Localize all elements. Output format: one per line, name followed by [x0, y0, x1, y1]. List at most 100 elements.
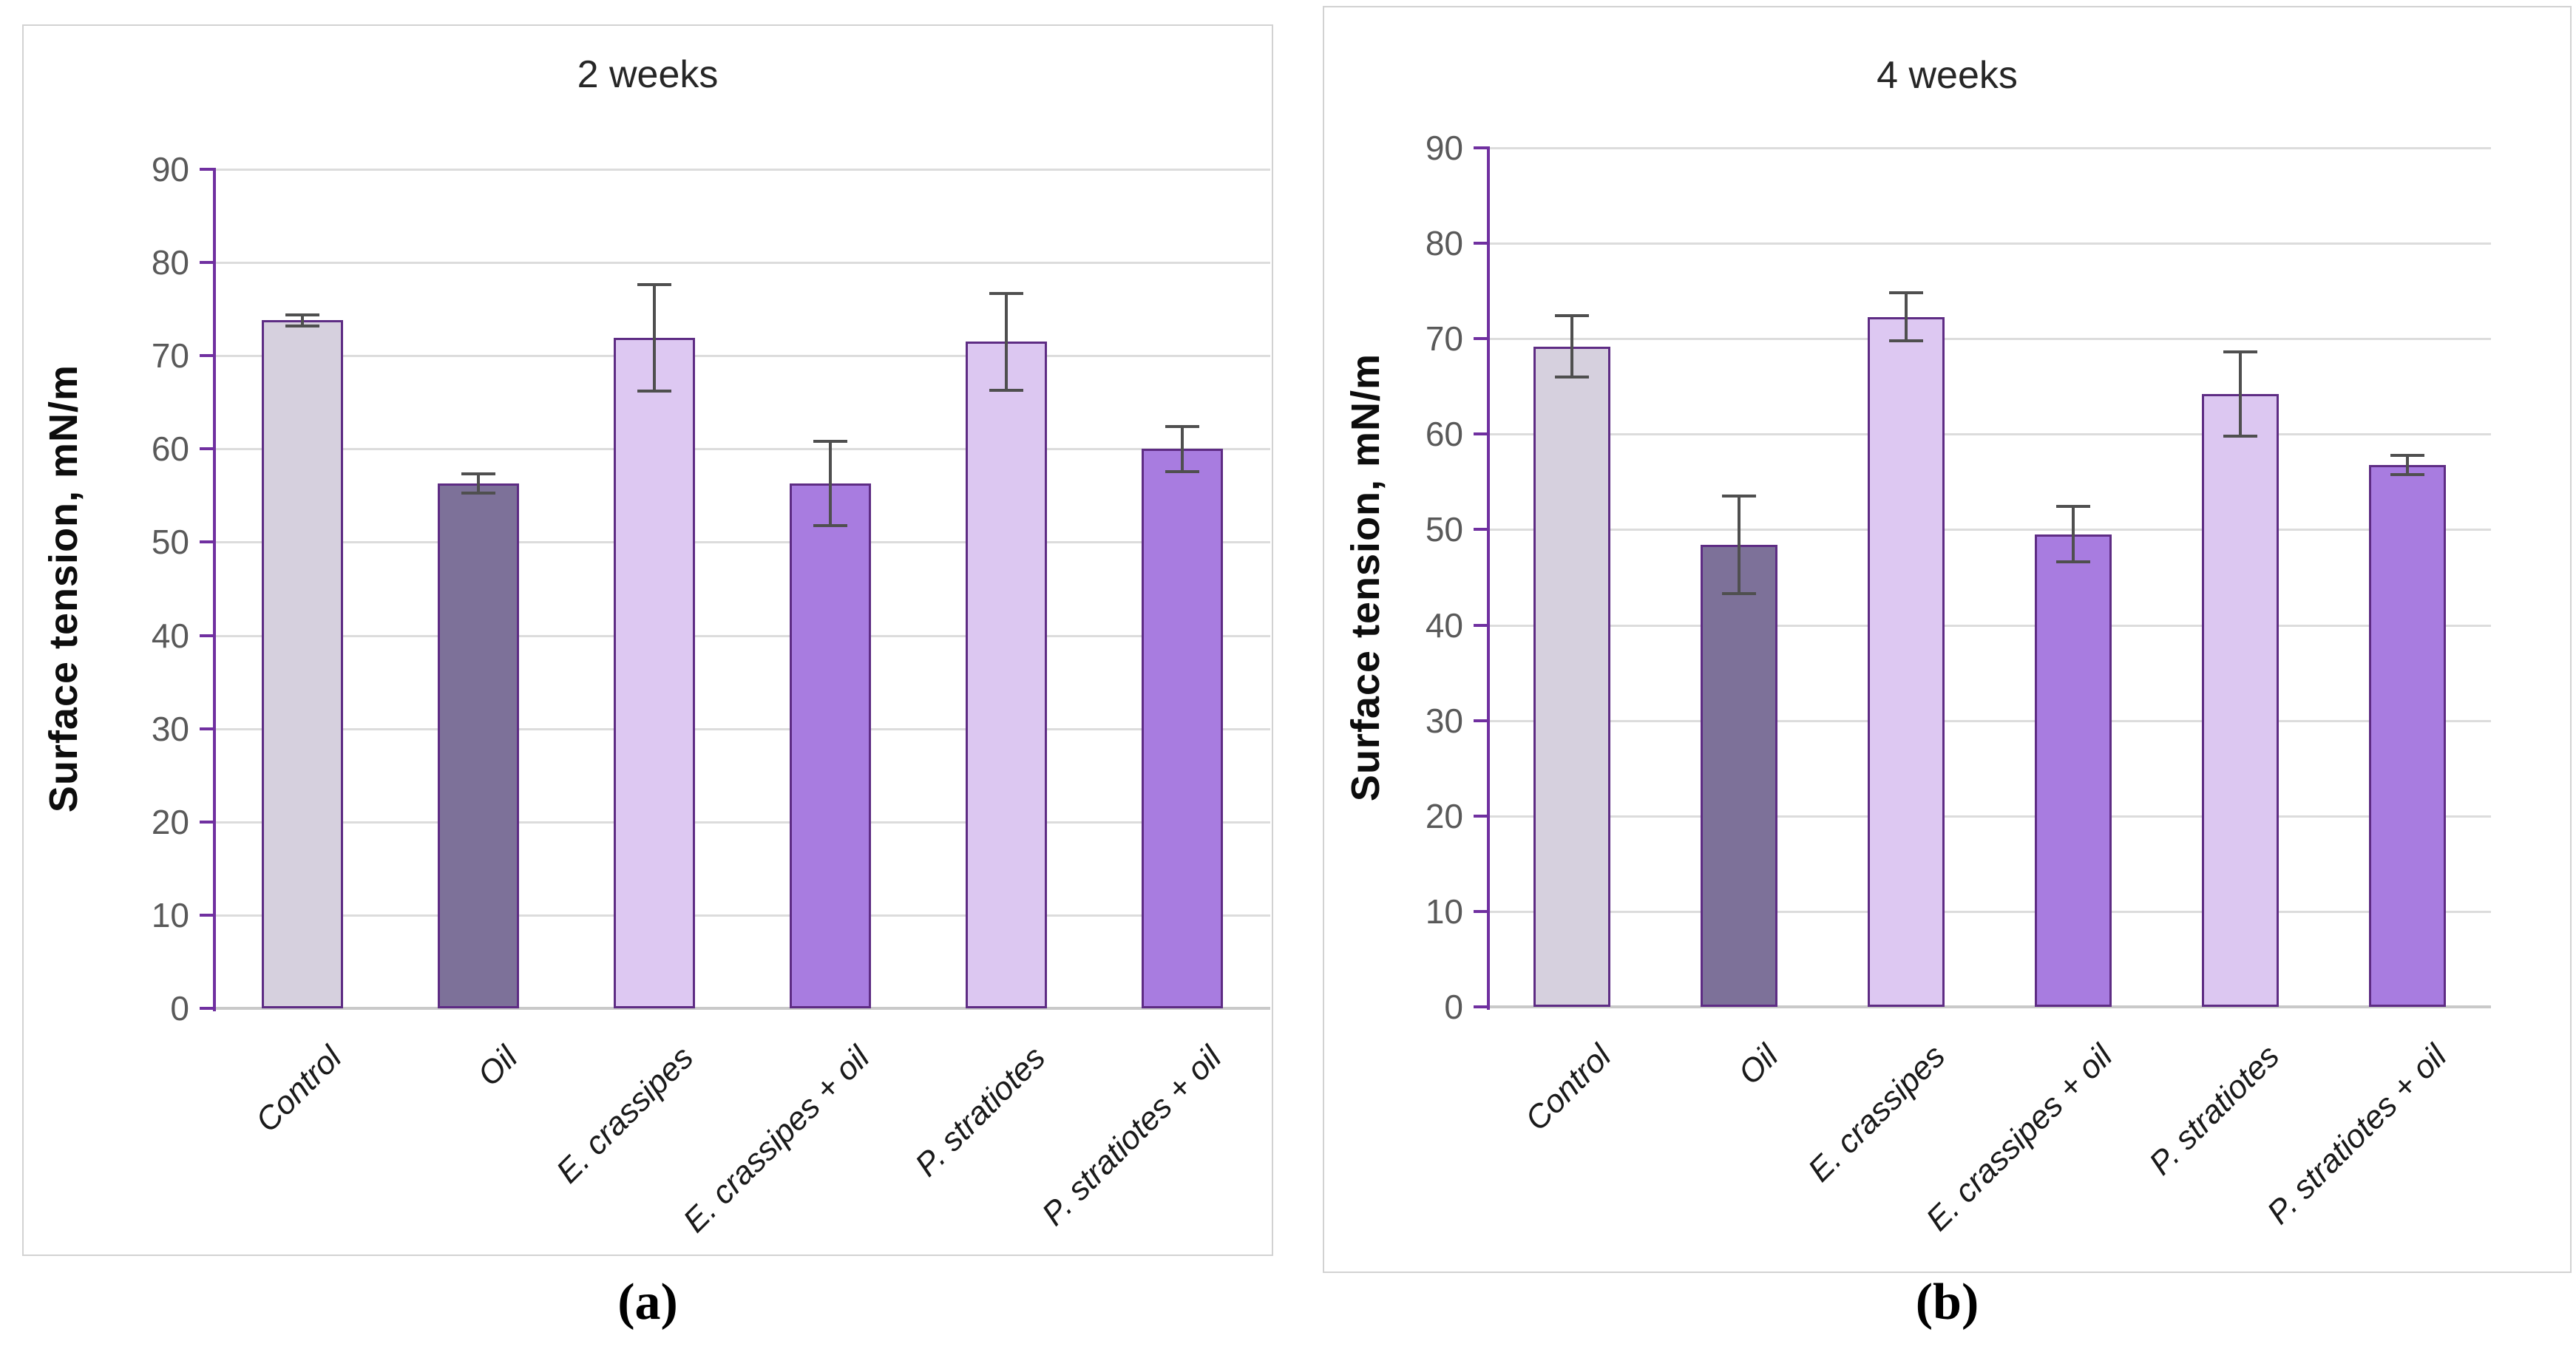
- bar-e-crassipes: [614, 338, 695, 1008]
- y-tick-label-60: 60: [1425, 415, 1463, 454]
- y-tick-mark-20: [200, 820, 214, 824]
- y-tick-label-10: 10: [1425, 892, 1463, 931]
- x-category-label-p-stratiotes: P. stratiotes: [2142, 1038, 2287, 1182]
- y-tick-mark-40: [200, 634, 214, 637]
- y-axis-line: [1487, 146, 1490, 1010]
- y-tick-label-60: 60: [151, 430, 189, 469]
- y-tick-label-30: 30: [1425, 701, 1463, 740]
- gridline-40: [214, 634, 1270, 637]
- y-tick-label-30: 30: [151, 709, 189, 748]
- error-bar-cap-bottom-p-stratiotes-oil: [2390, 472, 2424, 476]
- gridline-10: [214, 914, 1270, 917]
- panel-caption-a: (a): [617, 1274, 678, 1331]
- error-bar-e-crassipes-oil: [829, 441, 832, 526]
- bar-oil: [1701, 545, 1777, 1007]
- bar-e-crassipes-oil: [790, 483, 871, 1008]
- error-bar-cap-top-oil: [1722, 495, 1756, 498]
- x-category-label-e-crassipes-oil: E. crassipes + oil: [1919, 1038, 2120, 1238]
- gridline-50: [214, 541, 1270, 544]
- error-bar-cap-bottom-e-crassipes: [1889, 339, 1923, 342]
- y-tick-label-10: 10: [151, 895, 189, 934]
- gridline-90: [214, 169, 1270, 171]
- error-bar-cap-top-p-stratiotes: [989, 291, 1023, 295]
- y-tick-mark-40: [1474, 623, 1488, 627]
- y-tick-mark-10: [200, 913, 214, 917]
- error-bar-cap-bottom-p-stratiotes: [2223, 434, 2257, 438]
- y-tick-mark-60: [200, 447, 214, 451]
- y-tick-mark-0: [1474, 1005, 1488, 1008]
- error-bar-p-stratiotes: [1005, 293, 1008, 390]
- x-category-label-p-stratiotes-oil: P. stratiotes + oil: [2260, 1038, 2454, 1232]
- error-bar-cap-bottom-p-stratiotes-oil: [1165, 469, 1199, 473]
- error-bar-cap-top-p-stratiotes: [2223, 350, 2257, 354]
- gridline-90: [1488, 147, 2491, 149]
- gridline-80: [1488, 242, 2491, 245]
- error-bar-cap-bottom-e-crassipes-oil: [813, 523, 847, 527]
- error-bar-p-stratiotes-oil: [2406, 455, 2409, 475]
- y-tick-mark-30: [200, 727, 214, 730]
- error-bar-cap-top-e-crassipes: [637, 283, 671, 287]
- bar-p-stratiotes: [2202, 394, 2279, 1007]
- y-tick-label-20: 20: [1425, 796, 1463, 835]
- gridline-60: [214, 448, 1270, 451]
- y-tick-label-50: 50: [1425, 510, 1463, 549]
- y-tick-label-0: 0: [1444, 988, 1463, 1026]
- error-bar-control: [1570, 316, 1573, 377]
- y-tick-mark-90: [1474, 146, 1488, 149]
- gridline-30: [214, 727, 1270, 730]
- y-tick-mark-30: [1474, 719, 1488, 722]
- y-tick-mark-0: [200, 1007, 214, 1010]
- y-tick-label-80: 80: [151, 243, 189, 282]
- error-bar-cap-bottom-oil: [461, 491, 495, 495]
- y-tick-label-20: 20: [151, 802, 189, 841]
- y-tick-label-80: 80: [1425, 224, 1463, 263]
- error-bar-cap-bottom-control: [1555, 375, 1589, 378]
- y-tick-mark-80: [200, 261, 214, 265]
- x-category-label-control: Control: [248, 1039, 349, 1139]
- gridline-50: [1488, 529, 2491, 532]
- error-bar-cap-top-control: [285, 313, 319, 316]
- chart-panel-2-weeks: 2 weeks Surface tension, mN/m 0 10 20 30 40 5…: [22, 24, 1273, 1256]
- gridline-70: [214, 355, 1270, 358]
- gridline-10: [1488, 910, 2491, 913]
- x-category-label-p-stratiotes: P. stratiotes: [908, 1039, 1053, 1184]
- error-bar-cap-top-control: [1555, 314, 1589, 318]
- chart-title-4-weeks: 4 weeks: [1877, 54, 2018, 97]
- y-tick-mark-90: [200, 168, 214, 171]
- x-axis-line: [214, 1007, 1270, 1010]
- y-tick-mark-70: [1474, 337, 1488, 341]
- y-tick-label-70: 70: [1425, 319, 1463, 359]
- bar-e-crassipes: [1868, 316, 1945, 1007]
- y-axis-line: [213, 168, 216, 1011]
- error-bar-cap-bottom-e-crassipes-oil: [2056, 560, 2090, 564]
- error-bar-cap-top-e-crassipes-oil: [2056, 505, 2090, 509]
- error-bar-cap-top-p-stratiotes-oil: [2390, 453, 2424, 457]
- gridline-20: [214, 821, 1270, 824]
- bar-oil: [438, 483, 519, 1008]
- bar-p-stratiotes-oil: [1142, 449, 1223, 1008]
- x-category-label-p-stratiotes-oil: P. stratiotes + oil: [1035, 1039, 1229, 1233]
- error-bar-cap-bottom-oil: [1722, 591, 1756, 595]
- error-bar-e-crassipes: [653, 285, 656, 392]
- panel-caption-b: (b): [1915, 1274, 1979, 1331]
- plot-area-2-weeks: 0 10 20 30 40 50 60 70 80 90 Control Oil E. crassipe…: [24, 26, 1272, 1255]
- error-bar-p-stratiotes-oil: [1181, 427, 1184, 472]
- x-category-label-oil: Oil: [1731, 1038, 1786, 1092]
- gridline-60: [1488, 433, 2491, 436]
- y-tick-label-90: 90: [1425, 129, 1463, 167]
- bar-control: [262, 320, 343, 1008]
- x-category-label-oil: Oil: [470, 1039, 525, 1093]
- bar-control: [1533, 346, 1610, 1007]
- x-category-label-e-crassipes: E. crassipes: [549, 1039, 701, 1191]
- error-bar-cap-top-p-stratiotes-oil: [1165, 425, 1199, 429]
- chart-panel-4-weeks: 4 weeks Surface tension, mN/m 0 10 20 30 40 5…: [1323, 6, 2572, 1273]
- error-bar-cap-bottom-e-crassipes: [637, 390, 671, 393]
- error-bar-control: [301, 314, 304, 326]
- error-bar-cap-top-e-crassipes-oil: [813, 440, 847, 444]
- error-bar-cap-top-e-crassipes: [1889, 291, 1923, 295]
- plot-area-4-weeks: 0 10 20 30 40 50 60 70 80 90 Control Oil E. crassipe…: [1324, 7, 2570, 1272]
- gridline-80: [214, 262, 1270, 265]
- x-category-label-control: Control: [1518, 1038, 1619, 1138]
- bar-p-stratiotes-oil: [2369, 464, 2446, 1007]
- gridline-40: [1488, 624, 2491, 627]
